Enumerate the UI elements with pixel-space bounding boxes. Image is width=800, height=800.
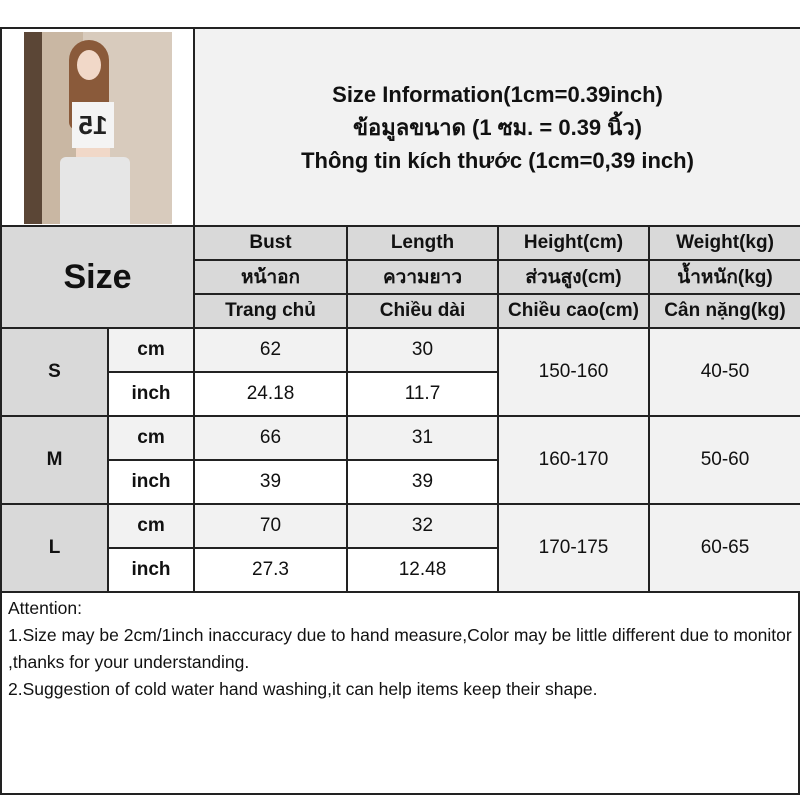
- size-chart-table: 15 Size Information(1cm=0.39inch) ข้อมูล…: [0, 27, 800, 593]
- length-cm: 31: [346, 415, 499, 461]
- table-row: inch 27.3 12.48: [1, 547, 800, 593]
- header-length-vi: Chiều dài: [346, 293, 499, 329]
- header-height-vi: Chiều cao(cm): [497, 293, 650, 329]
- size-information-title: Size Information(1cm=0.39inch) ข้อมูลขนา…: [193, 27, 800, 227]
- header-weight-th: น้ำหนัก(kg): [648, 259, 800, 295]
- table-row: L cm 70 32 170-175 60-65: [0, 503, 800, 593]
- unit-cm: cm: [107, 327, 195, 373]
- attention-notes: Attention: 1.Size may be 2cm/1inch inacc…: [0, 591, 800, 795]
- header-length: Length: [346, 225, 499, 261]
- header-bust-vi: Trang chủ: [193, 293, 348, 329]
- table-row: inch 39 39: [1, 459, 800, 505]
- product-photo-cell: 15: [0, 27, 195, 227]
- product-photo: 15: [24, 32, 172, 224]
- size-letter: S: [0, 327, 109, 417]
- unit-inch: inch: [107, 459, 195, 505]
- header-bust: Bust: [193, 225, 348, 261]
- bust-cm: 62: [193, 327, 348, 373]
- bust-cm: 66: [193, 415, 348, 461]
- table-row: inch 24.18 11.7: [1, 371, 800, 417]
- unit-cm: cm: [107, 415, 195, 461]
- length-inch: 12.48: [346, 547, 499, 593]
- length-cm: 32: [346, 503, 499, 549]
- header-weight: Weight(kg): [648, 225, 800, 261]
- length-inch: 39: [346, 459, 499, 505]
- height-range: 170-175: [497, 503, 650, 593]
- header-weight-vi: Cân nặng(kg): [648, 293, 800, 329]
- unit-inch: inch: [107, 371, 195, 417]
- size-letter: M: [0, 415, 109, 505]
- bust-inch: 27.3: [193, 547, 348, 593]
- table-row: S cm 62 30 150-160 40-50: [0, 327, 800, 417]
- size-header: Size: [0, 225, 195, 329]
- height-range: 160-170: [497, 415, 650, 505]
- weight-range: 60-65: [648, 503, 800, 593]
- header-length-th: ความยาว: [346, 259, 499, 295]
- weight-range: 40-50: [648, 327, 800, 417]
- header-height: Height(cm): [497, 225, 650, 261]
- header-height-th: ส่วนสูง(cm): [497, 259, 650, 295]
- unit-inch: inch: [107, 547, 195, 593]
- bust-cm: 70: [193, 503, 348, 549]
- length-inch: 11.7: [346, 371, 499, 417]
- weight-range: 50-60: [648, 415, 800, 505]
- unit-cm: cm: [107, 503, 195, 549]
- bust-inch: 39: [193, 459, 348, 505]
- size-letter: L: [0, 503, 109, 593]
- header-bust-th: หน้าอก: [193, 259, 348, 295]
- height-range: 150-160: [497, 327, 650, 417]
- table-row: M cm 66 31 160-170 50-60: [0, 415, 800, 505]
- bust-inch: 24.18: [193, 371, 348, 417]
- length-cm: 30: [346, 327, 499, 373]
